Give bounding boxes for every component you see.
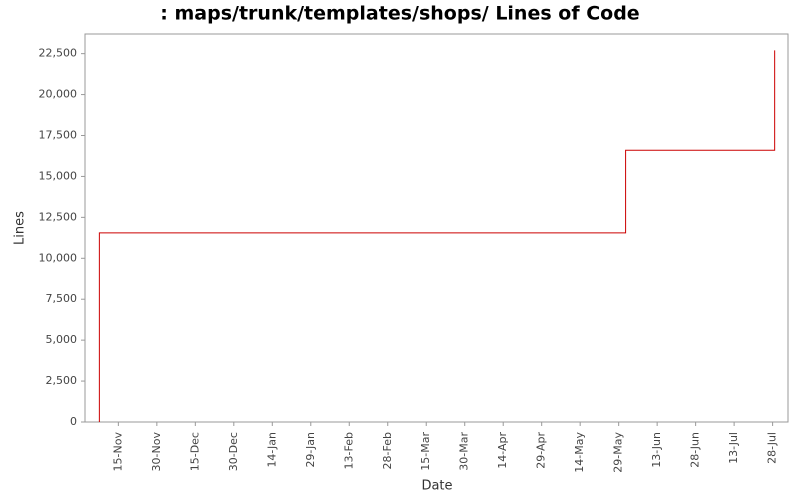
- y-tick-label: 17,500: [39, 129, 78, 142]
- x-tick-label: 14-May: [573, 432, 586, 473]
- x-tick-label: 28-Jul: [766, 432, 779, 464]
- x-tick-label: 15-Mar: [419, 432, 432, 471]
- x-tick-label: 29-Jan: [304, 432, 317, 468]
- y-tick-label: 2,500: [46, 374, 78, 387]
- x-tick-label: 28-Feb: [381, 432, 394, 469]
- y-tick-label: 5,000: [46, 333, 78, 346]
- y-tick-label: 10,000: [39, 251, 78, 264]
- plot-area: [84, 33, 789, 423]
- y-axis-title: Lines: [13, 211, 28, 245]
- y-tick-label: 15,000: [39, 169, 78, 182]
- line-series: [98, 50, 776, 422]
- x-tick-label: 15-Nov: [111, 432, 124, 472]
- x-tick-label: 30-Dec: [227, 432, 240, 471]
- x-tick-label: 28-Jun: [689, 432, 702, 468]
- x-tick-label: 14-Jan: [265, 432, 278, 468]
- y-tick-label: 20,000: [39, 88, 78, 101]
- x-tick-label: 13-Jun: [650, 432, 663, 468]
- x-tick-label: 13-Jul: [727, 432, 740, 464]
- y-tick-label: 7,500: [46, 292, 78, 305]
- x-tick-label: 15-Dec: [188, 432, 201, 471]
- x-tick-label: 30-Nov: [150, 432, 163, 472]
- y-tick-label: 0: [70, 415, 77, 428]
- x-tick-label: 29-Apr: [535, 432, 548, 469]
- x-tick-label: 30-Mar: [458, 432, 471, 471]
- chart-title: : maps/trunk/templates/shops/ Lines of C…: [160, 3, 639, 25]
- x-axis-title: Date: [421, 479, 452, 494]
- x-tick-label: 14-Apr: [496, 432, 509, 469]
- x-tick-label: 29-May: [612, 432, 625, 473]
- y-tick-label: 12,500: [39, 210, 78, 223]
- y-tick-label: 22,500: [39, 47, 78, 60]
- x-tick-label: 13-Feb: [342, 432, 355, 469]
